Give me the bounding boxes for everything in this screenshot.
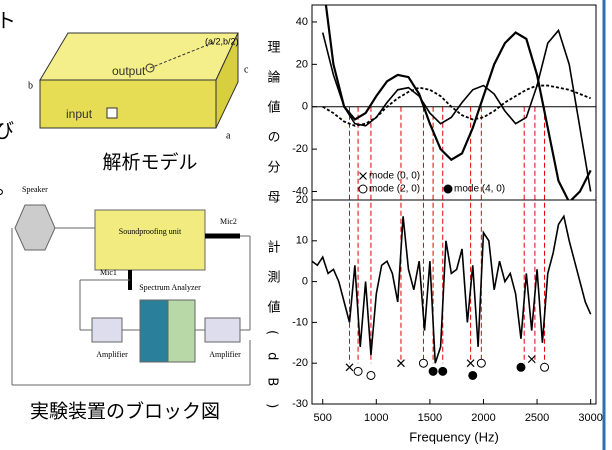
marker-x xyxy=(397,360,404,367)
fragment: ト xyxy=(0,9,16,33)
x-tick-label: 500 xyxy=(314,412,332,424)
data-line xyxy=(323,86,591,126)
marker xyxy=(419,359,427,367)
marker xyxy=(517,363,525,371)
model-label: (a/2,b/2) xyxy=(205,36,239,46)
marker xyxy=(469,371,477,379)
plot-area xyxy=(323,0,591,202)
slide: ト び 。 (a/2,b/2) output input b c a 解析モデル… xyxy=(0,0,612,450)
y-tick-label: 40 xyxy=(296,16,308,28)
fragment: 。 xyxy=(0,175,16,199)
y-axis-label: 理論値の分母 xyxy=(265,40,281,220)
y-tick-label: 10 xyxy=(296,235,308,247)
data-line xyxy=(312,216,591,363)
block-label: Amplifier xyxy=(96,350,128,359)
marker xyxy=(444,185,452,193)
marker-stroke xyxy=(397,360,404,367)
caption: 実験装置のブロック図 xyxy=(30,400,220,423)
legend-label: mode (2, 0) xyxy=(369,184,420,195)
block-label: Mic2 xyxy=(220,217,237,226)
x-tick-label: 3000 xyxy=(578,412,602,424)
marker-stroke xyxy=(360,173,367,180)
model-label: a xyxy=(226,130,231,141)
caption: 解析モデル xyxy=(102,152,197,174)
block-label: Spectrum Analyzer xyxy=(139,283,201,292)
block-label: Soundproofing unit xyxy=(119,227,182,236)
model-label: input xyxy=(66,107,93,121)
x-tick-label: 1000 xyxy=(364,412,388,424)
marker xyxy=(477,359,485,367)
marker-stroke xyxy=(346,364,353,371)
marker xyxy=(367,371,375,379)
y-axis-label: 計測値(dB) xyxy=(265,239,281,425)
marker-x xyxy=(360,173,367,180)
model-label: c xyxy=(244,64,249,75)
marker-stroke xyxy=(467,360,474,367)
legend-label: mode (4, 0) xyxy=(454,184,505,195)
block-label: Mic1 xyxy=(100,268,117,277)
y-tick-label: -30 xyxy=(292,398,308,410)
marker xyxy=(354,367,362,375)
y-tick-label: -20 xyxy=(292,143,308,155)
x-tick-label: 2000 xyxy=(471,412,495,424)
marker xyxy=(439,367,447,375)
y-tick-label: 20 xyxy=(296,194,308,206)
model-label: b xyxy=(28,80,33,91)
block-label: Amplifier xyxy=(209,350,241,359)
plot-frame xyxy=(312,5,596,404)
x-tick-label: 1500 xyxy=(418,412,442,424)
marker-x xyxy=(346,364,353,371)
marker-stroke xyxy=(528,356,535,363)
data-line xyxy=(323,30,591,191)
fragment: び xyxy=(0,119,14,143)
y-tick-label: -20 xyxy=(292,357,308,369)
marker-x xyxy=(467,360,474,367)
x-axis-label: Frequency (Hz) xyxy=(409,429,499,444)
data-line xyxy=(323,0,591,202)
y-tick-label: 0 xyxy=(302,276,308,288)
x-tick-label: 2500 xyxy=(525,412,549,424)
marker xyxy=(541,363,549,371)
legend-label: mode (0, 0) xyxy=(369,171,420,182)
block-label: Speaker xyxy=(22,185,48,194)
y-tick-label: 0 xyxy=(302,101,308,113)
y-tick-label: -10 xyxy=(292,316,308,328)
y-tick-label: 20 xyxy=(296,58,308,70)
marker xyxy=(429,367,437,375)
marker xyxy=(359,185,367,193)
page: ト び 。 (a/2,b/2) output input b c a 解析モデル… xyxy=(0,0,612,450)
model-label: output xyxy=(112,64,146,78)
marker-x xyxy=(528,356,535,363)
